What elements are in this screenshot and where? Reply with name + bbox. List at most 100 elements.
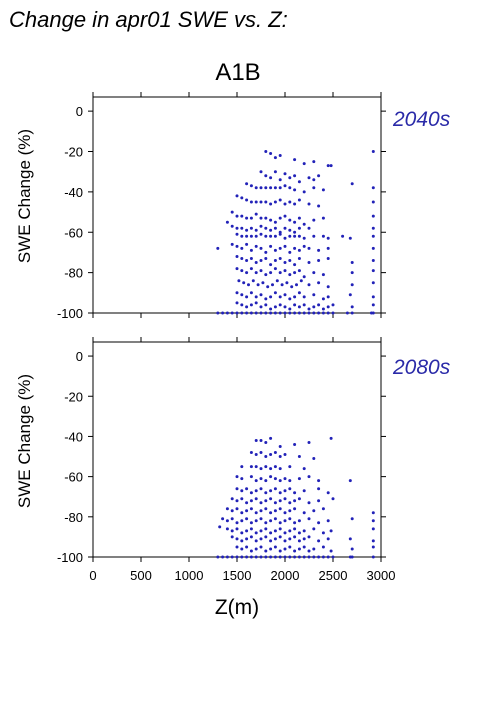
data-point (278, 445, 282, 448)
data-point (235, 311, 239, 315)
data-point (254, 311, 258, 315)
data-point (269, 489, 273, 493)
data-point (293, 220, 297, 224)
data-point (371, 234, 375, 238)
data-point (230, 497, 234, 501)
data-point (288, 250, 292, 254)
data-point (235, 244, 239, 248)
data-point (293, 295, 297, 299)
data-point (237, 279, 241, 283)
data-point (283, 244, 287, 248)
data-point (321, 216, 325, 220)
data-point (288, 307, 292, 311)
data-point (259, 311, 263, 315)
data-point (235, 527, 239, 531)
data-point (259, 186, 263, 190)
data-point (273, 509, 277, 513)
data-point (331, 303, 335, 307)
data-point (259, 232, 263, 236)
data-point (273, 465, 277, 469)
data-point (331, 311, 335, 315)
data-point (283, 489, 287, 493)
data-point (350, 283, 354, 287)
data-point (259, 545, 263, 549)
data-point (225, 507, 229, 511)
data-point (321, 545, 325, 549)
data-point (235, 291, 239, 295)
plot-frame (92, 341, 382, 558)
data-point (326, 537, 330, 541)
data-point (273, 537, 277, 541)
data-point (329, 164, 333, 168)
y-tick-label: -40 (64, 185, 83, 200)
data-point (245, 517, 249, 521)
data-point (283, 547, 287, 551)
data-point (283, 305, 287, 309)
data-point (278, 232, 282, 236)
data-point (326, 246, 330, 250)
data-point (254, 489, 258, 493)
data-point (321, 297, 325, 301)
data-point (264, 273, 268, 277)
data-point (290, 285, 294, 289)
data-point (264, 311, 268, 315)
data-point (288, 479, 292, 483)
panel2-period-label: 2080s (392, 356, 451, 379)
data-point (249, 234, 253, 238)
data-point (312, 457, 316, 460)
data-point (317, 521, 321, 525)
data-point (264, 549, 268, 553)
panel1-ylabel: SWE Change (%) (15, 129, 34, 263)
data-point (295, 283, 298, 287)
data-point (273, 248, 277, 252)
data-point (245, 487, 249, 491)
data-point (278, 499, 282, 503)
data-point (269, 555, 273, 559)
data-point (245, 555, 249, 559)
data-point (307, 176, 311, 180)
data-point (317, 499, 321, 503)
data-point (273, 259, 277, 262)
data-point (278, 535, 282, 539)
data-point (288, 273, 292, 277)
data-point (350, 547, 354, 551)
data-point (326, 236, 330, 240)
data-point (302, 511, 306, 515)
y-tick-label: 0 (76, 349, 83, 364)
data-point (326, 491, 330, 495)
data-point (329, 436, 333, 440)
data-point (317, 555, 321, 559)
y-tick-label: -20 (64, 389, 83, 404)
data-point (273, 156, 277, 160)
data-point (259, 269, 263, 273)
data-point (307, 555, 311, 559)
data-point (269, 467, 273, 471)
data-point (264, 441, 268, 444)
data-point (312, 311, 316, 315)
data-point (297, 180, 301, 184)
data-point (249, 248, 253, 252)
data-point (269, 497, 273, 501)
data-point (273, 545, 277, 549)
data-point (278, 455, 282, 458)
data-point (278, 555, 282, 559)
data-point (249, 535, 253, 539)
data-point (254, 212, 258, 216)
data-point (235, 499, 239, 503)
data-point (240, 196, 244, 200)
data-point (326, 285, 330, 289)
data-point (307, 311, 311, 315)
data-point (371, 214, 375, 218)
data-point (230, 311, 234, 315)
data-point (329, 549, 333, 553)
data-point (278, 527, 282, 531)
data-point (293, 246, 297, 250)
data-point (317, 248, 321, 252)
data-point (297, 269, 301, 273)
data-point (293, 527, 297, 531)
data-point (271, 283, 274, 287)
data-point (259, 509, 263, 513)
data-point (235, 194, 239, 198)
data-point (307, 475, 311, 479)
data-point (269, 547, 273, 551)
